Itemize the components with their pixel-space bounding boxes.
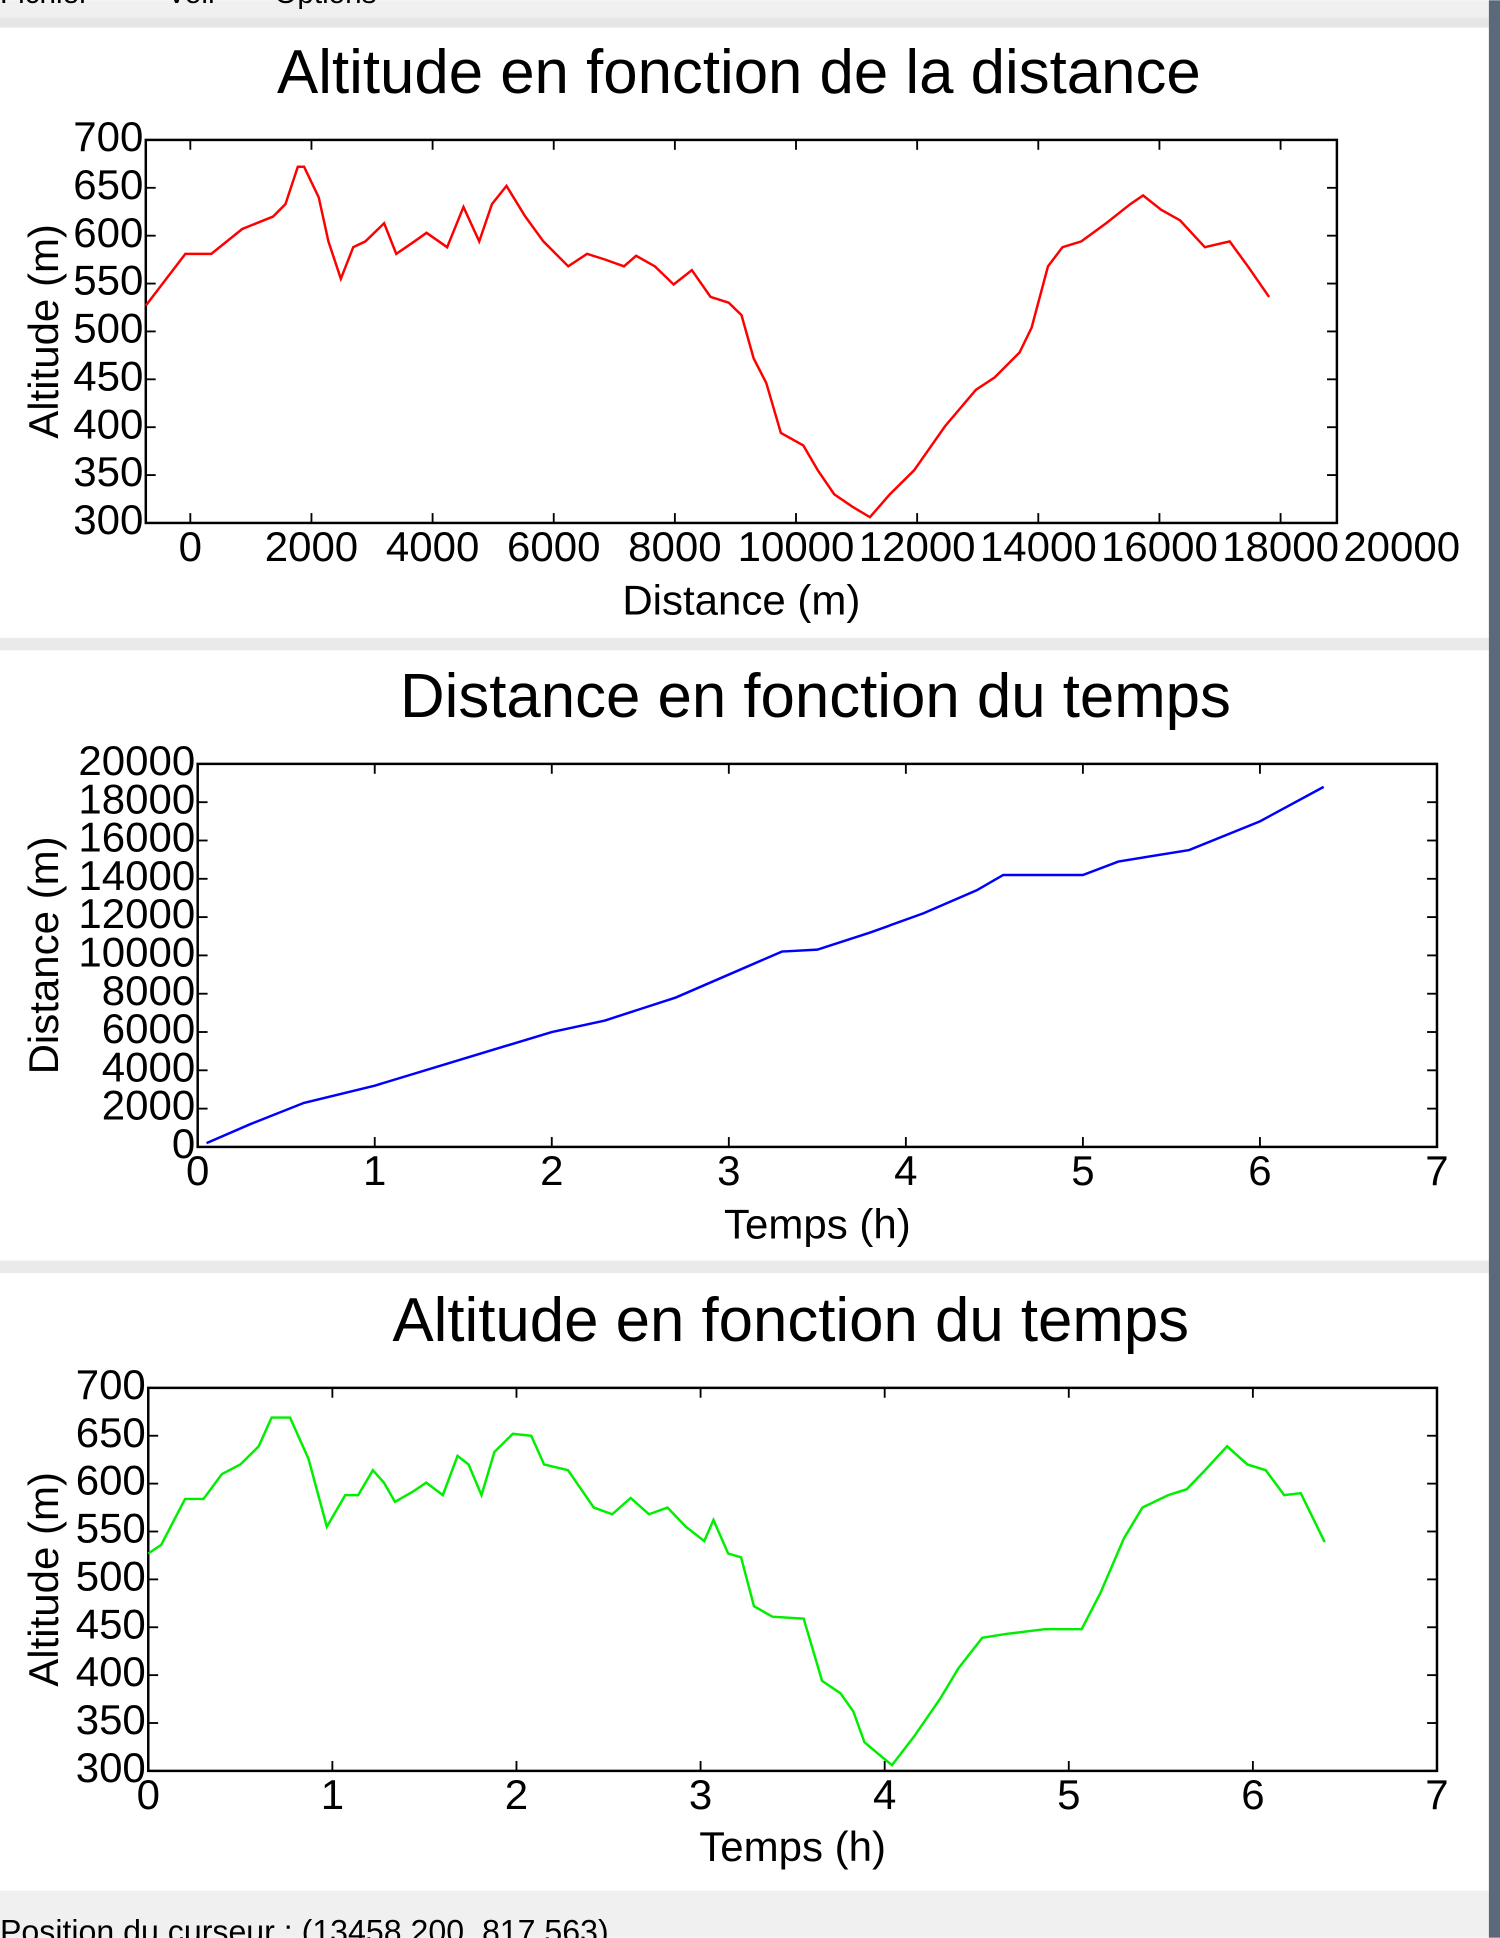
x-tick-label: 0 [137,1771,160,1818]
y-tick-label: 450 [76,1600,146,1647]
x-tick-label: 2 [505,1771,528,1818]
x-tick-label: 4 [873,1771,896,1818]
y-tick-label: 650 [76,1409,146,1456]
x-tick-label: 20000 [1343,523,1460,570]
x-axis-label: Temps (h) [699,1823,886,1870]
x-tick-label: 10000 [738,523,855,570]
y-tick-label: 10000 [78,929,195,976]
x-tick-label: 6000 [507,523,600,570]
y-tick-label: 14000 [78,852,195,899]
y-tick-label: 600 [73,209,143,256]
data-line [144,165,1271,519]
y-tick-label: 6000 [102,1005,195,1052]
data-line [206,785,1325,1145]
y-tick-label: 650 [73,161,143,208]
y-tick-label: 400 [73,400,143,447]
x-tick-label: 6 [1241,1771,1264,1818]
y-tick-label: 400 [76,1648,146,1695]
y-tick-label: 0 [172,1120,195,1167]
y-tick-label: 450 [73,352,143,399]
separator [0,637,1489,651]
separator [0,17,1489,28]
x-tick-label: 8000 [628,523,721,570]
menu-bar [0,0,1489,18]
x-tick-label: 0 [179,523,202,570]
y-tick-label: 550 [73,257,143,304]
y-tick-label: 18000 [78,775,195,822]
data-line [147,1416,1326,1767]
x-tick-label: 16000 [1101,523,1218,570]
x-axis-label: Temps (h) [724,1200,911,1247]
y-tick-label: 700 [73,113,143,160]
menu-item[interactable]: Voir [167,0,218,10]
x-tick-label: 4000 [386,523,479,570]
x-tick-label: 0 [186,1147,209,1194]
y-tick-label: 350 [73,448,143,495]
y-axis-label: Altitude (m) [20,1472,67,1687]
status-bar [0,1890,1489,1938]
x-tick-label: 2000 [265,523,358,570]
x-tick-label: 14000 [980,523,1097,570]
y-tick-label: 700 [76,1361,146,1408]
chart-title: Altitude en fonction du temps [392,1286,1189,1355]
menu-item[interactable]: Fichier [0,0,89,10]
x-tick-label: 3 [689,1771,712,1818]
x-tick-label: 7 [1425,1147,1448,1194]
menu-item[interactable]: Options [274,0,376,10]
x-axis-label: Distance (m) [622,576,860,623]
plot-area [144,138,1339,525]
y-tick-label: 600 [76,1457,146,1504]
y-tick-label: 16000 [78,814,195,861]
x-tick-label: 3 [717,1147,740,1194]
plot-area [147,1386,1439,1773]
status-text: Position du curseur : (13458.200, 817.56… [0,1913,609,1938]
y-tick-label: 20000 [78,737,195,784]
x-tick-label: 18000 [1222,523,1339,570]
x-tick-label: 4 [894,1147,917,1194]
chart-title: Distance en fonction du temps [400,662,1231,731]
x-tick-label: 7 [1425,1771,1448,1818]
x-tick-label: 12000 [859,523,976,570]
x-tick-label: 5 [1057,1771,1080,1818]
window-border [1488,0,1500,1938]
x-tick-label: 6 [1248,1147,1271,1194]
y-tick-label: 8000 [102,967,195,1014]
y-axis-label: Distance (m) [20,836,67,1074]
y-axis-label: Altitude (m) [20,224,67,439]
y-tick-label: 12000 [78,890,195,937]
y-tick-label: 550 [76,1505,146,1552]
x-tick-label: 2 [540,1147,563,1194]
separator [0,1260,1489,1273]
x-tick-label: 1 [321,1771,344,1818]
x-tick-label: 5 [1071,1147,1094,1194]
y-tick-label: 350 [76,1696,146,1743]
plot-area [196,762,1439,1149]
y-tick-label: 2000 [102,1082,195,1129]
chart-title: Altitude en fonction de la distance [277,38,1201,107]
x-tick-label: 1 [363,1147,386,1194]
y-tick-label: 500 [73,305,143,352]
y-tick-label: 500 [76,1552,146,1599]
y-tick-label: 4000 [102,1043,195,1090]
y-tick-label: 300 [73,496,143,543]
y-tick-label: 300 [76,1744,146,1791]
